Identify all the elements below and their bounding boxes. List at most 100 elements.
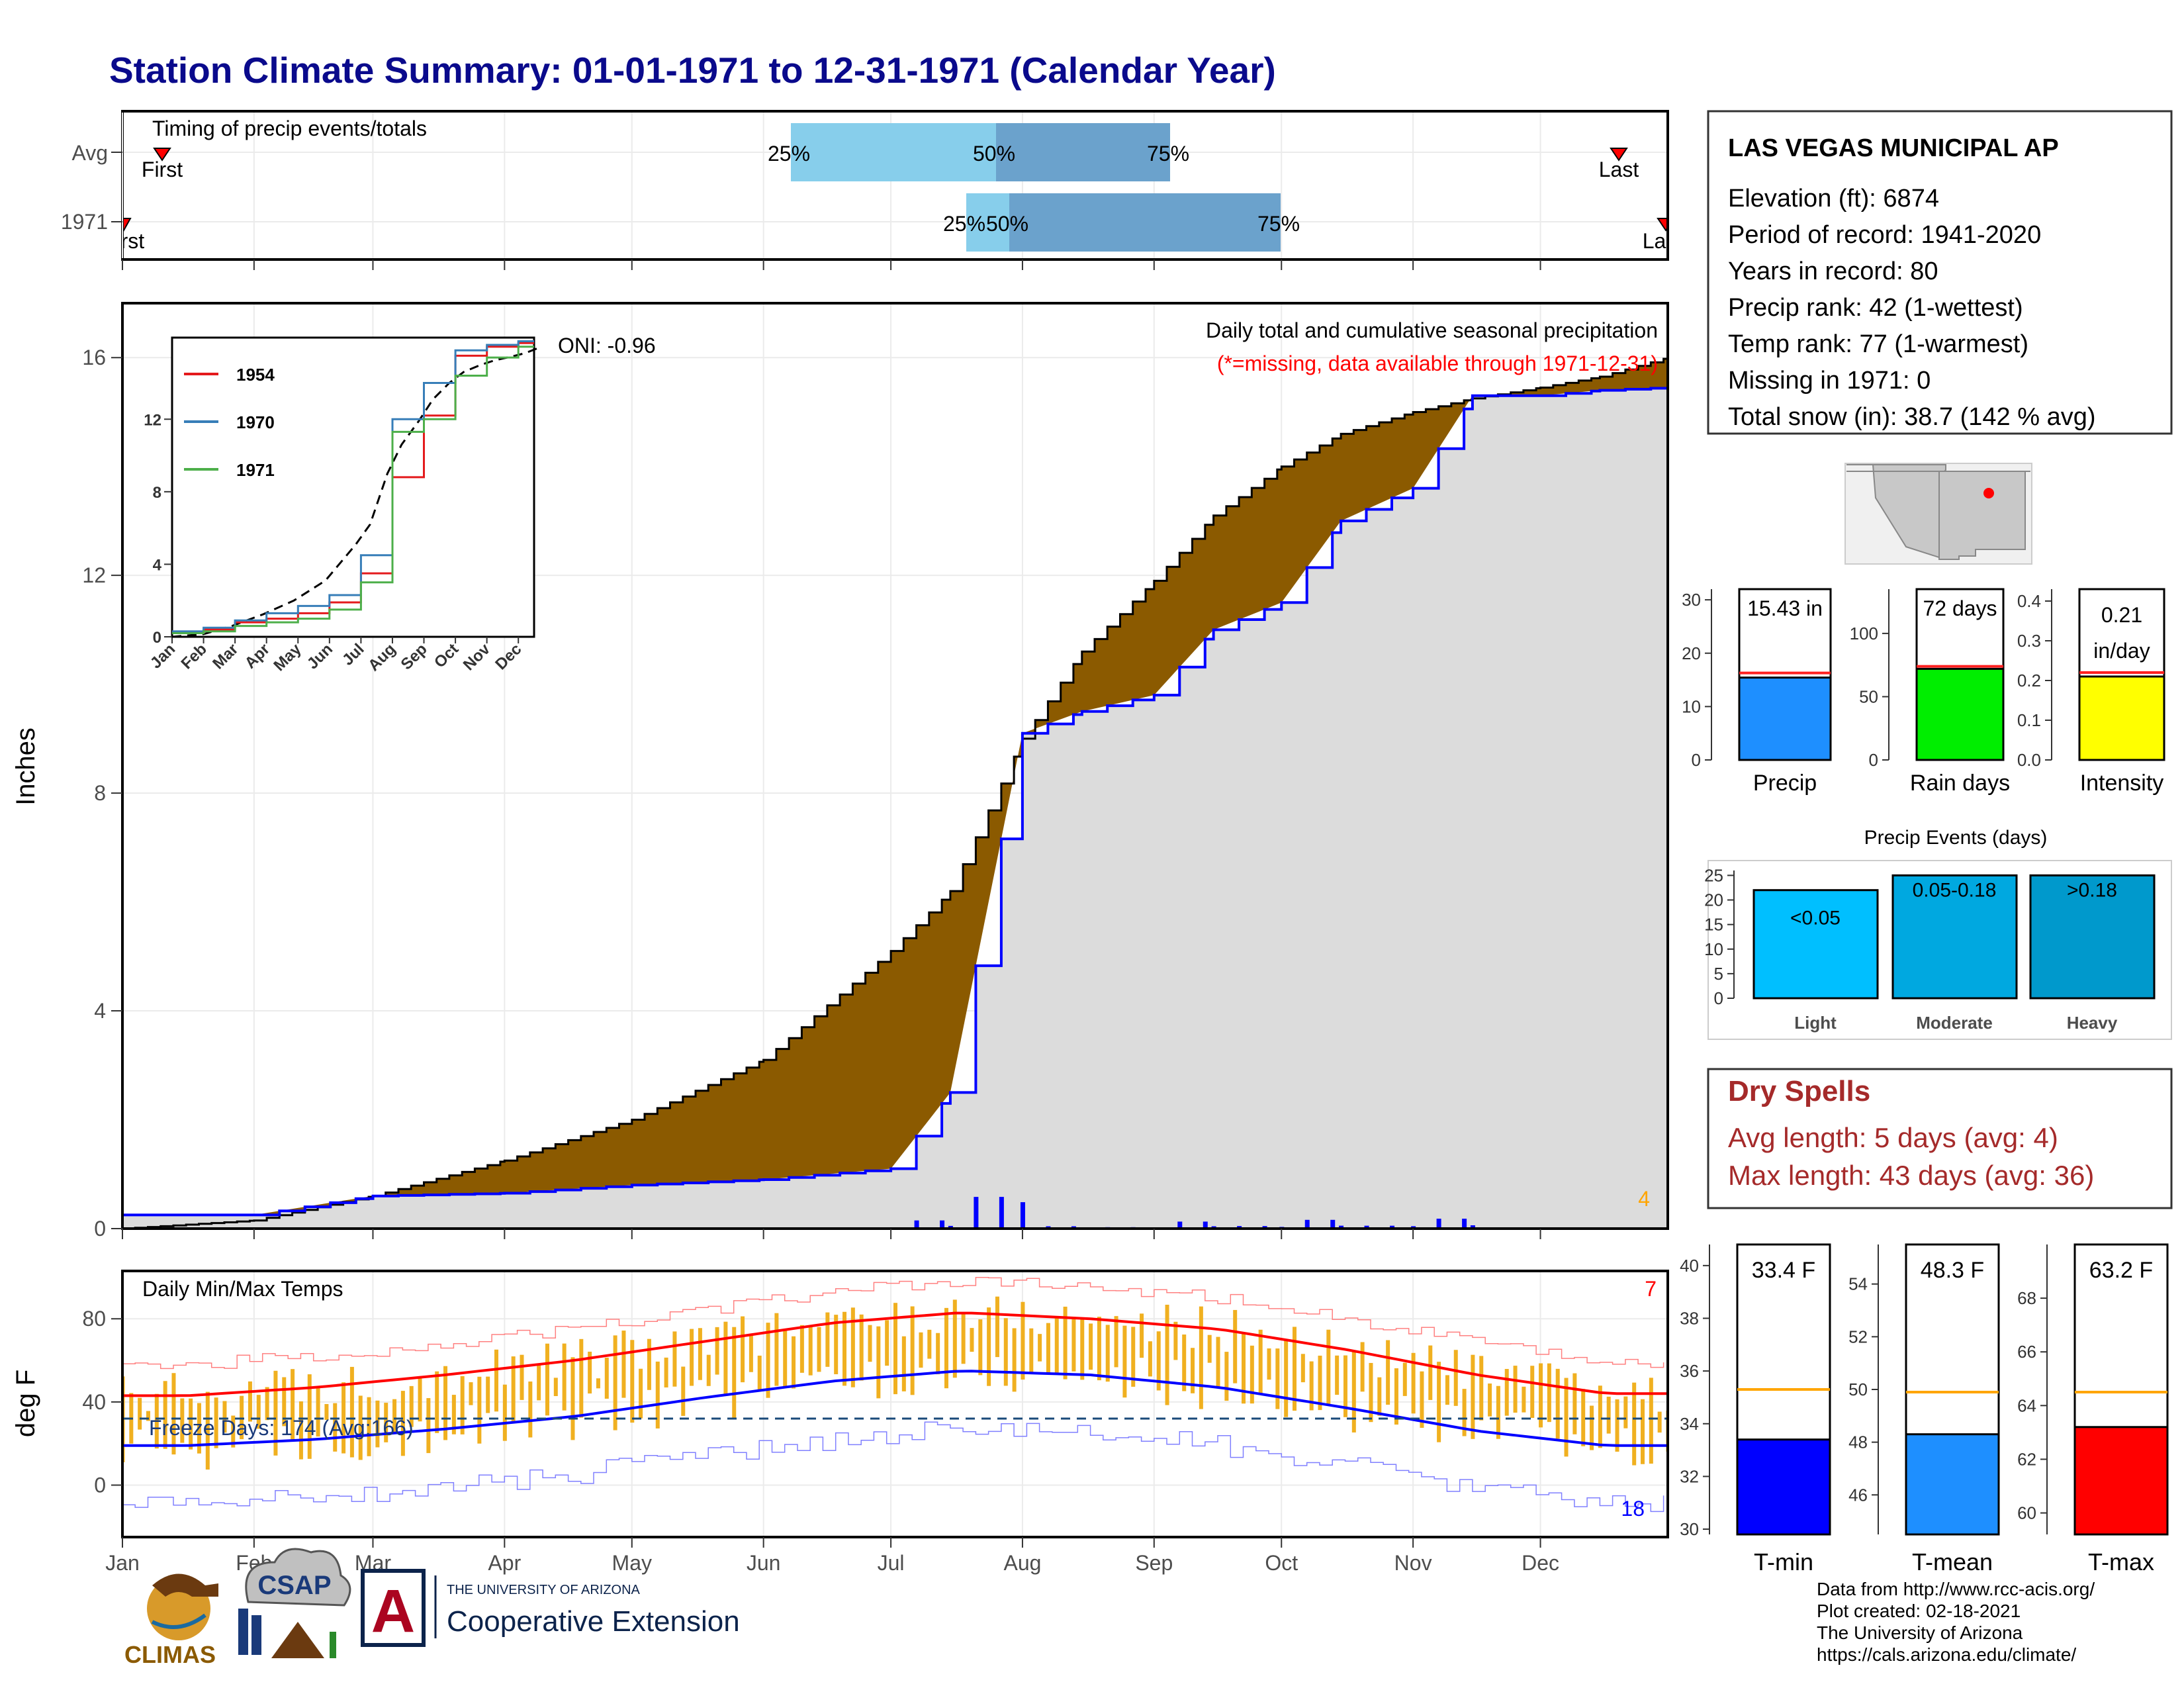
daily-temp-bar (655, 1361, 660, 1429)
temp-y-tick-label: 40 (82, 1390, 106, 1414)
daily-temp-bar (1649, 1378, 1653, 1464)
timing-1971-q25-q50 (966, 193, 1009, 252)
daily-temp-bar (910, 1306, 915, 1395)
precip-summary-2: 0.0 0.1 0.2 0.3 0.4 Intensity 0.21 in/day (2017, 588, 2165, 796)
month-label: Sep (1135, 1551, 1173, 1575)
precip-events-bars: 0 5 10 15 20 25 <0.05 Light 0.05-0.18 Moderate >0.… (1704, 865, 2156, 1033)
temp-y-tick-label: 80 (82, 1307, 106, 1331)
month-label: Dec (1522, 1551, 1559, 1575)
station-period: Period of record: 1941-2020 (1728, 221, 2041, 249)
daily-temp-bar (197, 1403, 201, 1454)
daily-temp-bar (690, 1329, 694, 1386)
dry-spells-title: Dry Spells (1728, 1075, 1870, 1107)
daily-temp-bar (825, 1312, 830, 1367)
timing-1971-q25-label: 25% (943, 212, 985, 236)
daily-temp-bar (639, 1368, 643, 1419)
daily-temp-bar (1479, 1356, 1484, 1421)
daily-temp-bar (1530, 1366, 1535, 1418)
daily-temp-bar (1267, 1348, 1271, 1380)
daily-temp-bar (799, 1325, 804, 1373)
temp-summary-2-tick-label: 62 (2017, 1449, 2036, 1469)
daily-temp-bar (1632, 1382, 1637, 1466)
daily-temp-bar (256, 1395, 261, 1429)
events-bar-label: 0.05-0.18 (1913, 879, 1997, 901)
daily-temp-bar (1598, 1385, 1602, 1448)
daily-temp-bar (324, 1404, 329, 1421)
daily-temp-bar (1360, 1342, 1365, 1392)
station-years: Years in record: 80 (1728, 258, 1938, 285)
daily-temp-bar (528, 1382, 533, 1438)
timing-label: Timing of precip events/totals (152, 117, 427, 140)
precip-y-axis: 0 4 8 12 16 (82, 346, 122, 1241)
temp-summary-value: 48.3 F (1921, 1258, 1984, 1283)
daily-temp-bar (961, 1314, 966, 1364)
daily-temp-bar (952, 1299, 957, 1378)
daily-temp-bar (1114, 1316, 1118, 1368)
csap-logo-cloud (245, 1548, 351, 1607)
avg-min-temp-line (124, 1370, 1666, 1447)
daily-temp-bar (426, 1398, 431, 1454)
daily-temp-bar (1411, 1352, 1416, 1414)
timing-1971-last-label: Last (1643, 229, 1683, 253)
temp-clip (124, 1277, 1666, 1513)
daily-temp-bar (1199, 1306, 1203, 1409)
station-snow: Total snow (in): 38.7 (142 % avg) (1728, 403, 2096, 431)
daily-temp-bar (1224, 1352, 1229, 1401)
location-map (1844, 463, 2032, 565)
record-low-line (124, 1421, 1664, 1513)
record-high-line (124, 1277, 1664, 1370)
dry-spells-frame (1707, 1068, 2173, 1209)
temp-summary-label: T-min (1754, 1548, 1813, 1575)
temp-summary-2: 60 62 64 66 68 63.2 F T-max (2017, 1243, 2169, 1575)
daily-precip-bar (914, 1220, 919, 1229)
daily-precip-bar (1339, 1225, 1344, 1229)
daily-precip-bar (974, 1197, 979, 1229)
events-category-label: Light (1794, 1013, 1837, 1033)
daily-precip-bar (1470, 1225, 1475, 1229)
daily-precip-bar (1020, 1202, 1025, 1229)
daily-temp-bar (987, 1307, 991, 1386)
daily-temp-bar (1590, 1405, 1594, 1450)
daily-temp-bar (1097, 1317, 1101, 1381)
climas-logo: CLIMAS (124, 1573, 218, 1668)
inset-line-1970 (172, 340, 534, 633)
daily-temp-bar (214, 1397, 218, 1448)
climas-logo-mark (152, 1573, 218, 1597)
month-label: Jan (105, 1551, 140, 1575)
precip-y-tick-label: 0 (94, 1217, 106, 1241)
daily-temp-bar (1284, 1340, 1289, 1417)
precip-summary-1-value-bar (1915, 667, 2005, 761)
footer-line-3: The University of Arizona (1817, 1622, 2023, 1643)
daily-temp-bar (222, 1401, 227, 1433)
events-category-label: Heavy (2067, 1013, 2118, 1033)
precip-summary-0-tick-label: 0 (1692, 750, 1701, 770)
temp-y-label: deg F (11, 1370, 40, 1437)
precip-y-tick-label: 12 (82, 563, 106, 587)
timing-1971-first-label: First (103, 229, 144, 253)
daily-temp-bar (1641, 1399, 1645, 1464)
precip-panel: 0 4 8 12 16 Inches Daily total and cumulativ… (11, 302, 1669, 1241)
temp-panel-label: Daily Min/Max Temps (142, 1277, 343, 1301)
precip-annotation-missing: (*=missing, data available through 1971-… (1217, 352, 1658, 375)
daily-temp-bar (1165, 1304, 1169, 1405)
daily-temp-bar (842, 1311, 847, 1386)
daily-temp-bar (163, 1381, 167, 1449)
daily-temp-bar (1555, 1368, 1560, 1439)
daily-temp-bar (774, 1313, 779, 1386)
events-bar-moderate (1891, 874, 2018, 1000)
month-label: Oct (1265, 1551, 1298, 1575)
daily-temp-bar (1369, 1362, 1373, 1423)
daily-temp-bar (1046, 1323, 1050, 1374)
temp-y-axis: 0 40 80 (82, 1307, 122, 1497)
daily-precip-bar (940, 1220, 945, 1229)
freeze-days-label: Freeze Days: 174 (Avg:166) (149, 1416, 414, 1440)
month-label: Apr (488, 1551, 521, 1575)
daily-precip-bar (1203, 1221, 1208, 1229)
timing-avg-q75-label: 75% (1147, 142, 1189, 165)
daily-temp-bar (375, 1400, 380, 1448)
daily-precip-bar (1177, 1221, 1183, 1229)
precip-events: Precip Events (days) 0 5 10 15 20 25 <0.05 Ligh… (1704, 827, 2172, 1040)
daily-temp-bar (451, 1395, 456, 1434)
station-elevation: Elevation (ft): 6874 (1728, 185, 1939, 212)
